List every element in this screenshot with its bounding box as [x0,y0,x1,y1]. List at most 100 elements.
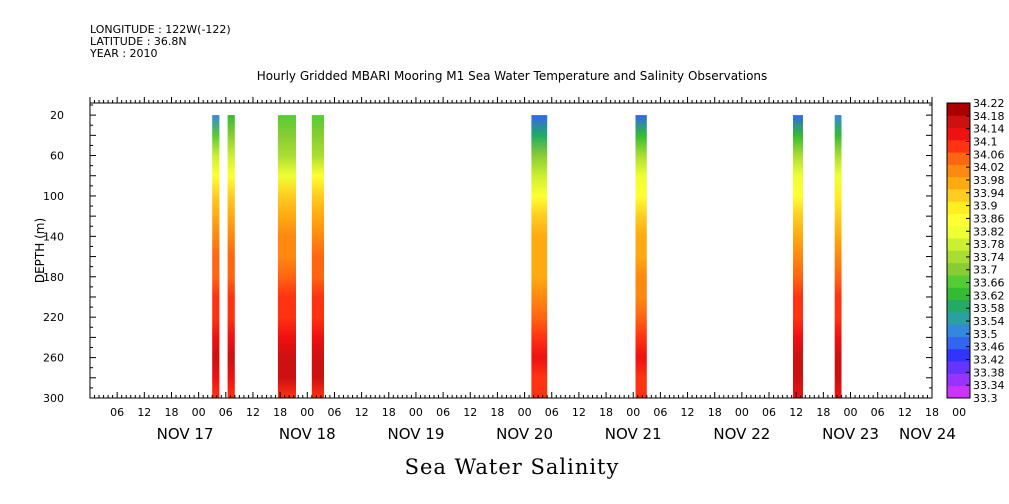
y-tick-label: 60 [50,150,64,163]
x-tick-label: 18 [599,406,613,419]
salinity-column [834,115,842,398]
x-tick-label: 12 [463,406,477,419]
colorbar-swatch [947,127,970,141]
colorbar: 33.333.3433.3833.4233.4633.533.5433.5833… [946,97,1005,405]
x-tick-label: 12 [246,406,260,419]
x-day-label: NOV 19 [387,425,444,443]
colorbar-label: 33.5 [973,328,998,341]
y-axis-label: DEPTH (m) [33,218,47,283]
x-tick-label: 06 [545,406,559,419]
x-tick-label: 12 [789,406,803,419]
x-tick-label: 18 [273,406,287,419]
longitude-label: LONGITUDE : 122W(-122) [90,23,231,36]
year-label: YEAR : 2010 [90,47,158,60]
x-tick-label: 00 [626,406,640,419]
salinity-column [635,115,647,398]
x-tick-label: 00 [300,406,314,419]
colorbar-label: 34.22 [973,97,1005,110]
x-tick-label: 06 [762,406,776,419]
colorbar-swatch [947,152,970,165]
x-tick-label: 06 [327,406,341,419]
x-axis: 06 12 18 00 06 12 18 00 06 12 18 00 06 12 18 00 06 12 18 00… [89,97,966,443]
y-tick-label: 180 [43,271,64,284]
colorbar-swatch [947,164,970,178]
x-tick-label: 18 [708,406,722,419]
data-columns [212,115,842,398]
x-tick-label: 00 [844,406,858,419]
colorbar-label: 33.34 [973,379,1005,392]
colorbar-label: 33.38 [973,366,1005,379]
x-day-label: NOV 17 [157,425,214,443]
colorbar-swatch [947,250,970,264]
y-axis: 20 60 100 140 180 220 260 300 DEPTH (m) [33,104,932,405]
x-tick-label: 12 [681,406,695,419]
colorbar-label: 33.74 [973,251,1005,264]
colorbar-swatch [947,336,970,350]
salinity-column [311,115,324,398]
salinity-column [277,115,296,398]
colorbar-swatch [947,299,970,313]
colorbar-label: 34.06 [973,148,1005,161]
colorbar-swatch [947,115,970,128]
y-tick-label: 140 [43,230,64,243]
colorbar-swatch [947,189,970,202]
colorbar-label: 33.78 [973,238,1005,251]
colorbar-swatch [947,311,970,325]
x-tick-label: 00 [409,406,423,419]
colorbar-label: 33.54 [973,315,1005,328]
x-tick-label: 12 [898,406,912,419]
colorbar-border [946,102,971,399]
colorbar-label: 33.82 [973,225,1005,238]
x-tick-label: 12 [137,406,151,419]
variable-title: Sea Water Salinity [404,455,620,479]
x-tick-label: 00 [952,406,966,419]
x-tick-label: 18 [816,406,830,419]
colorbar-swatch [947,213,970,227]
y-tick-label: 20 [50,109,64,122]
x-tick-label: 06 [436,406,450,419]
x-tick-label: 00 [518,406,532,419]
colorbar-label: 33.86 [973,212,1005,225]
colorbar-swatch [947,373,970,387]
salinity-column [793,115,803,398]
x-tick-label: 18 [382,406,396,419]
x-day-label: NOV 24 [899,425,956,443]
colorbar-label: 33.58 [973,302,1005,315]
x-day-label: NOV 18 [279,425,336,443]
salinity-column [212,115,220,398]
colorbar-swatch [947,238,970,251]
colorbar-label: 33.3 [973,392,998,405]
x-tick-label: 12 [572,406,586,419]
colorbar-swatch [947,348,970,362]
x-day-label: NOV 20 [496,425,553,443]
x-day-label: NOV 21 [605,425,662,443]
colorbar-label: 33.7 [973,264,998,277]
colorbar-swatch [947,176,970,190]
colorbar-swatch [947,385,970,399]
x-tick-label: 12 [355,406,369,419]
colorbar-label: 34.14 [973,123,1005,136]
x-day-label: NOV 22 [713,425,770,443]
colorbar-label: 33.9 [973,200,998,213]
colorbar-label: 33.94 [973,187,1005,200]
colorbar-label: 33.62 [973,289,1005,302]
colorbar-swatch [947,139,970,153]
colorbar-label: 33.46 [973,341,1005,354]
x-tick-label: 06 [871,406,885,419]
latitude-label: LATITUDE : 36.8N [90,35,187,48]
chart-title: Hourly Gridded MBARI Mooring M1 Sea Wate… [256,69,768,83]
x-tick-label: 06 [219,406,233,419]
x-tick-label: 18 [164,406,178,419]
y-tick-label: 260 [43,352,64,365]
x-tick-label: 06 [653,406,667,419]
colorbar-swatch [947,361,970,374]
colorbar-label: 33.66 [973,277,1005,290]
colorbar-swatch [947,201,970,215]
x-tick-label: 06 [110,406,124,419]
x-tick-label: 00 [192,406,206,419]
colorbar-swatch [947,324,970,337]
colorbar-swatch [947,103,970,116]
y-tick-label: 220 [43,311,64,324]
salinity-column [531,115,548,398]
